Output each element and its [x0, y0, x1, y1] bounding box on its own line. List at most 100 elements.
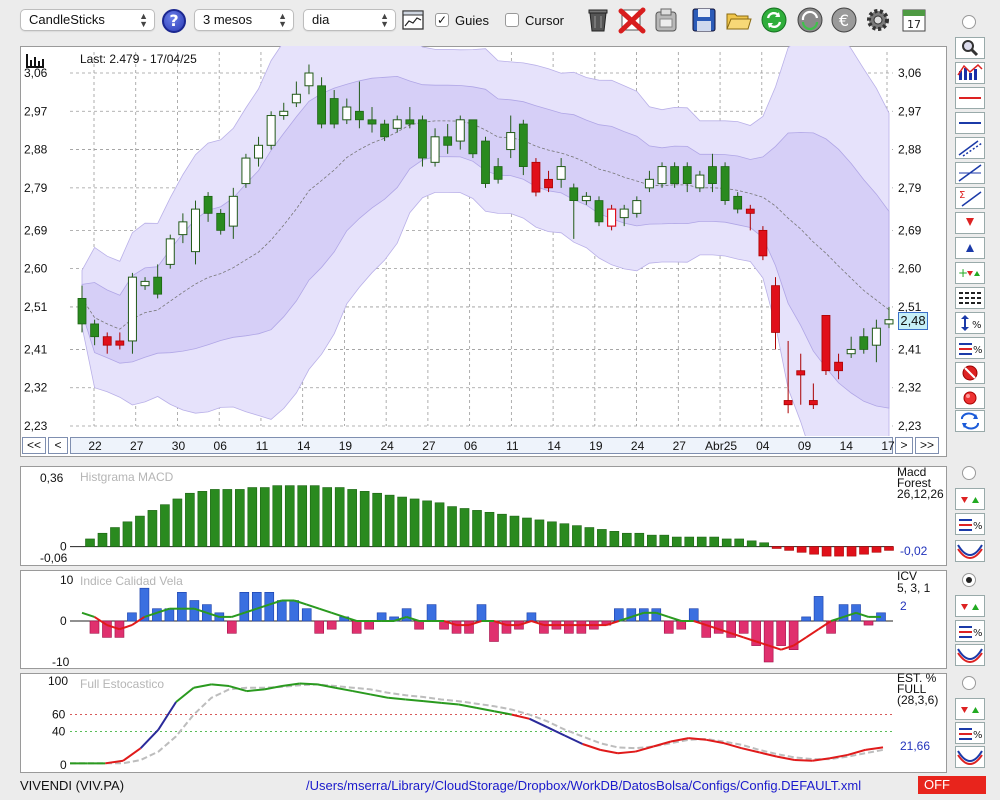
- interval-select[interactable]: dia ▲ ▼: [303, 9, 396, 31]
- macd-bar: [609, 531, 620, 547]
- nav-prev-button[interactable]: <: [48, 437, 68, 454]
- channel-button[interactable]: [955, 137, 985, 159]
- indicator-chart-button[interactable]: [955, 62, 985, 84]
- y-tick-label-left: 2,32: [24, 381, 48, 395]
- delete-icon[interactable]: [618, 6, 646, 34]
- stoch-k-line: [600, 748, 619, 755]
- percent-lines-icon: %: [959, 519, 983, 532]
- nav-next-button[interactable]: >: [895, 437, 913, 454]
- stoch-k-line: [193, 683, 212, 689]
- save-as-icon[interactable]: [652, 6, 680, 34]
- trendline-button[interactable]: [955, 162, 985, 184]
- panel-radio-stochastic[interactable]: [962, 676, 976, 690]
- calendar-icon[interactable]: 17: [900, 6, 928, 34]
- macd-bar: [334, 487, 345, 547]
- stop-button[interactable]: [955, 362, 985, 384]
- x-axis-scroll[interactable]: 22 27 30 06 11 14 19 24 27 06 11 14 19 24 27 Abr25 04 09 1…: [70, 437, 895, 454]
- macd-bar: [821, 546, 832, 557]
- save-icon[interactable]: [690, 6, 718, 34]
- candle-body: [581, 195, 591, 202]
- cursor-checkbox[interactable]: [505, 13, 519, 27]
- candle-body: [241, 157, 251, 185]
- x-tick-label: 27: [672, 439, 686, 453]
- candle-body: [871, 327, 881, 346]
- candle-body: [291, 93, 301, 104]
- chart-type-select[interactable]: CandleSticks ▲ ▼: [20, 9, 155, 31]
- icv-bar: [489, 620, 499, 642]
- icv-bar: [838, 604, 849, 622]
- record-button[interactable]: [955, 387, 985, 409]
- macd-bar: [834, 546, 844, 557]
- icv-bar: [289, 600, 300, 622]
- off-toggle[interactable]: OFF: [918, 776, 986, 794]
- macd-bar: [759, 542, 769, 547]
- macd-bar: [122, 521, 133, 547]
- icv-signal-line: [655, 611, 670, 618]
- guides-checkbox[interactable]: ✓: [435, 13, 449, 27]
- chart-icon[interactable]: [402, 10, 424, 30]
- icv-bar: [301, 608, 312, 622]
- horizontal-line-red-button[interactable]: [955, 87, 985, 109]
- macd-move-button[interactable]: [955, 488, 985, 510]
- panel-radio-icv[interactable]: [962, 573, 976, 587]
- stoch-k-line: [829, 753, 848, 760]
- icv-signal-line: [268, 599, 283, 606]
- select-arrows-icon: ▲ ▼: [380, 11, 389, 29]
- icv-curve-button[interactable]: [955, 644, 985, 666]
- percent-scale-button[interactable]: %: [955, 312, 985, 334]
- panel-radio-main[interactable]: [962, 15, 976, 29]
- trash-icon[interactable]: [584, 6, 612, 34]
- indicator-chart-icon: [957, 63, 983, 80]
- nav-last-button[interactable]: >>: [915, 437, 939, 454]
- stoch-k-line: [776, 755, 795, 761]
- stoch-move-button[interactable]: [955, 698, 985, 720]
- euro-icon[interactable]: €: [830, 6, 858, 34]
- percent-scale-icon: %: [961, 315, 982, 331]
- icv-move-button[interactable]: [955, 595, 985, 617]
- settings-gear-icon[interactable]: [864, 6, 892, 34]
- svg-text:%: %: [972, 320, 982, 331]
- refresh-icon[interactable]: [760, 6, 788, 34]
- macd-histogram-chart[interactable]: 0,36 0-0,06: [20, 466, 947, 566]
- y-tick-label-right: 2,60: [898, 262, 922, 276]
- grid-lines-button[interactable]: [955, 287, 985, 309]
- candlestick-chart[interactable]: 3,06 3,06 2,97 2,97 2,88 2,88 2,79 2,79 2,69 2,69…: [20, 46, 947, 436]
- icv-chart[interactable]: 10 0 -10: [20, 570, 947, 669]
- stoch-k-line: [458, 703, 477, 709]
- sell-arrow-button[interactable]: [955, 212, 985, 234]
- stoch-k-line: [847, 748, 866, 756]
- icv-percent-lines-button[interactable]: %: [955, 620, 985, 642]
- icv-signal-line: [730, 632, 744, 639]
- period-select[interactable]: 3 mesos ▲ ▼: [194, 9, 294, 31]
- config-path-link[interactable]: /Users/mserra/Library/CloudStorage/Dropb…: [306, 778, 862, 793]
- zoom-button[interactable]: [955, 37, 985, 59]
- macd-bar: [384, 494, 395, 547]
- macd-bar: [472, 510, 482, 547]
- percent-lines-button[interactable]: %: [955, 337, 985, 359]
- horizontal-line-blue-button[interactable]: [955, 112, 985, 134]
- icv-signal-line: [144, 611, 158, 618]
- macd-curve-button[interactable]: [955, 540, 985, 562]
- panel-radio-macd[interactable]: [962, 466, 976, 480]
- open-folder-icon[interactable]: [724, 6, 752, 34]
- fibonacci-button[interactable]: Σ: [955, 187, 985, 209]
- candle-body: [443, 136, 453, 146]
- moving-average-line: [81, 120, 890, 330]
- add-signal-button[interactable]: +: [955, 262, 985, 284]
- stoch-percent-lines-button[interactable]: %: [955, 722, 985, 744]
- icv-signal-line: [331, 611, 345, 618]
- stoch-curve-button[interactable]: [955, 746, 985, 768]
- macd-bar: [322, 487, 333, 547]
- sync-icon[interactable]: [796, 6, 824, 34]
- buy-arrow-button[interactable]: [955, 237, 985, 259]
- swap-button[interactable]: [955, 410, 985, 432]
- stochastic-chart[interactable]: 100 60 40 0: [20, 673, 947, 773]
- candle-body: [518, 123, 528, 167]
- ticker-label: VIVENDI (VIV.PA): [20, 778, 125, 793]
- nav-first-button[interactable]: <<: [22, 437, 46, 454]
- macd-bar: [447, 506, 457, 547]
- svg-text:%: %: [973, 730, 983, 741]
- macd-percent-lines-button[interactable]: %: [955, 513, 985, 535]
- macd-bar: [97, 532, 108, 547]
- help-button[interactable]: ?: [162, 9, 186, 33]
